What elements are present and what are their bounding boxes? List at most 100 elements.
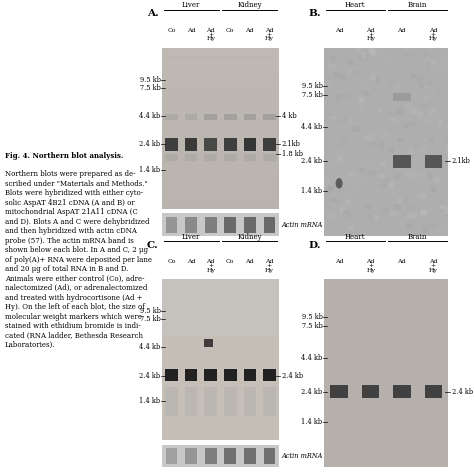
Bar — [447, 63, 454, 68]
Bar — [165, 369, 178, 380]
Bar — [325, 83, 331, 88]
Bar — [162, 133, 279, 141]
Text: 9.5 kb: 9.5 kb — [301, 82, 323, 90]
Bar — [368, 48, 374, 53]
Bar — [407, 142, 413, 147]
Bar — [162, 74, 279, 82]
Bar — [364, 85, 370, 91]
Bar — [406, 224, 412, 229]
Bar — [395, 204, 401, 210]
Bar — [353, 223, 359, 229]
Bar — [427, 69, 433, 75]
Text: 9.5 kb: 9.5 kb — [139, 307, 161, 315]
Bar — [362, 385, 379, 398]
Bar — [424, 119, 430, 124]
Bar — [411, 213, 417, 218]
Bar — [359, 173, 365, 179]
Text: A.: A. — [147, 9, 159, 18]
Bar — [403, 123, 410, 128]
Bar — [365, 203, 371, 209]
Bar — [346, 60, 353, 66]
Bar — [393, 173, 400, 179]
Bar — [224, 154, 237, 160]
Bar — [337, 155, 344, 161]
Bar — [329, 64, 336, 70]
Bar — [440, 79, 446, 85]
Bar — [365, 159, 371, 165]
Bar — [345, 222, 351, 228]
Bar — [358, 97, 364, 102]
Bar — [331, 117, 337, 122]
Bar — [388, 182, 394, 188]
Bar — [433, 177, 439, 183]
Text: Ad: Ad — [246, 259, 254, 264]
Bar — [407, 51, 413, 56]
Bar — [162, 40, 279, 48]
Text: 2.4 kb: 2.4 kb — [139, 372, 161, 380]
Text: Kidney: Kidney — [237, 1, 262, 9]
Bar — [427, 172, 433, 177]
Bar — [384, 169, 390, 174]
Bar — [244, 138, 256, 151]
Bar — [162, 184, 279, 192]
Bar — [393, 155, 410, 169]
Bar — [165, 114, 178, 120]
Bar — [204, 138, 217, 151]
Bar — [372, 174, 378, 179]
Bar — [330, 385, 348, 398]
Bar — [403, 211, 409, 216]
Text: Ad: Ad — [246, 27, 254, 33]
Bar — [162, 99, 279, 107]
Bar — [378, 190, 384, 196]
Bar — [327, 213, 333, 219]
Text: Ad: Ad — [398, 259, 406, 264]
Bar — [263, 387, 276, 416]
Bar — [162, 91, 279, 99]
Bar — [162, 142, 279, 150]
Text: 4.4 kb: 4.4 kb — [139, 343, 161, 351]
Bar — [204, 369, 217, 380]
Bar — [264, 448, 275, 464]
Bar — [325, 178, 331, 184]
Bar — [412, 84, 418, 89]
Text: Ad
+
Hy: Ad + Hy — [428, 259, 437, 273]
Text: Co: Co — [168, 259, 176, 264]
Bar — [430, 186, 437, 192]
Bar — [162, 150, 279, 158]
Bar — [437, 120, 443, 126]
Bar — [407, 148, 413, 154]
Bar — [344, 92, 350, 98]
Bar — [389, 148, 395, 153]
Bar — [389, 211, 395, 217]
Bar — [244, 114, 256, 120]
Bar — [224, 369, 237, 380]
Bar — [342, 141, 348, 146]
Bar — [162, 108, 279, 116]
Bar — [353, 161, 359, 167]
Bar — [427, 62, 433, 67]
Bar — [204, 114, 217, 120]
Text: 2.1kb: 2.1kb — [282, 141, 301, 149]
Bar — [372, 110, 378, 116]
Text: Actin mRNA: Actin mRNA — [282, 452, 323, 460]
Bar — [447, 126, 453, 132]
Bar — [346, 118, 353, 123]
Bar — [421, 210, 428, 215]
Bar — [165, 217, 177, 233]
Bar — [419, 111, 425, 117]
Bar — [440, 204, 447, 210]
Bar — [162, 116, 279, 124]
Bar — [244, 448, 256, 464]
Text: Ad
+
Hy: Ad + Hy — [366, 259, 375, 273]
Bar — [424, 158, 430, 163]
Bar — [436, 87, 442, 93]
Text: 2.4 kb: 2.4 kb — [139, 141, 161, 149]
Text: 2.4 kb: 2.4 kb — [452, 388, 473, 396]
Bar — [185, 217, 197, 233]
Bar — [408, 208, 415, 213]
Text: Ad
+
Hy: Ad + Hy — [428, 27, 437, 42]
Bar — [446, 144, 452, 150]
Bar — [340, 141, 346, 146]
Bar — [366, 72, 373, 77]
Bar — [445, 136, 451, 142]
